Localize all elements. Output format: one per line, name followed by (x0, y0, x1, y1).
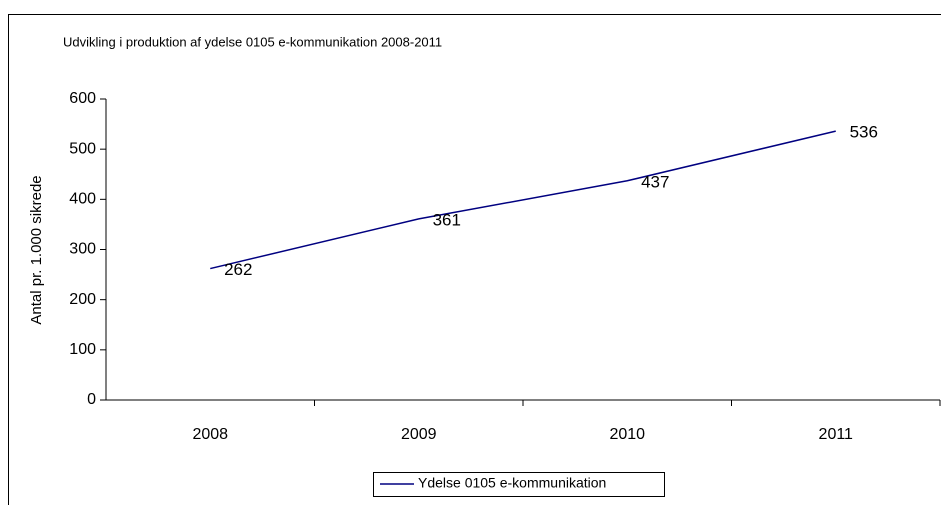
legend-box (373, 472, 665, 497)
x-tick-label: 2010 (609, 426, 645, 443)
line (210, 130, 836, 270)
y-tick-label: 200 (69, 291, 96, 308)
y-tick-label: 0 (87, 391, 96, 408)
chart-title: Udvikling i produktion af ydelse 0105 e-… (63, 34, 442, 49)
data-label: 437 (641, 172, 669, 191)
y-tick-label: 600 (69, 90, 96, 107)
data-label: 262 (224, 260, 252, 279)
x-tick-label: 2011 (819, 426, 854, 443)
y-tick-label: 400 (69, 191, 96, 208)
data-label: 536 (850, 123, 878, 142)
legend-label: Ydelse 0105 e-kommunikation (418, 475, 606, 491)
y-tick-label: 100 (69, 341, 96, 358)
data-label: 361 (433, 210, 461, 229)
chart-frame (8, 14, 941, 505)
x-tick-label: 2009 (401, 426, 437, 443)
x-tick-label: 2008 (192, 426, 228, 443)
y-axis-label: Antal pr. 1.000 sikrede (28, 175, 45, 324)
y-tick-label: 300 (69, 241, 96, 258)
y-tick-label: 500 (69, 140, 96, 157)
